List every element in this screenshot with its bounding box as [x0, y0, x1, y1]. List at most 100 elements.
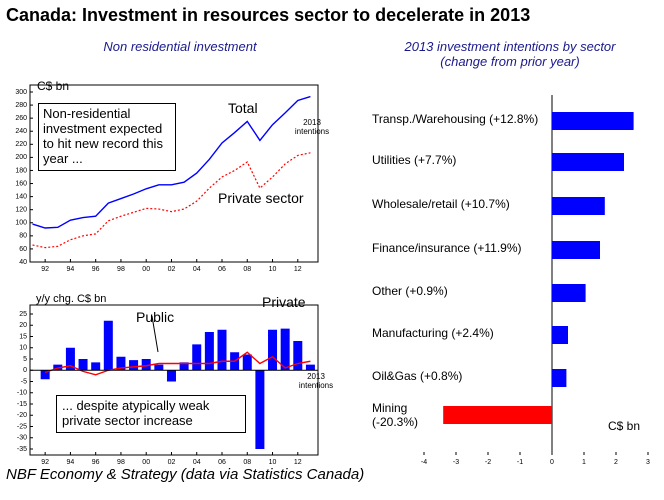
x-tick-label: 08: [243, 459, 251, 466]
x-tick-label: 02: [168, 459, 176, 466]
category-label: Finance/insurance (+11.9%): [372, 241, 522, 255]
subtitle: 2013 investment intentions by sector (ch…: [404, 39, 616, 69]
bar: [255, 370, 265, 449]
x-tick-label: 10: [269, 459, 277, 466]
bar: [91, 362, 101, 371]
page-title: Canada: Investment in resources sector t…: [6, 5, 530, 25]
y-tick-label: -5: [21, 378, 27, 385]
annotation: 2013 intentions: [294, 118, 330, 137]
bar: [141, 359, 151, 371]
y-tick-label: 300: [15, 89, 27, 96]
category-label: Manufacturing (+2.4%): [372, 326, 494, 340]
x-tick-label: 06: [218, 266, 226, 273]
y-tick-label: -20: [17, 412, 27, 419]
y-tick-label: 240: [15, 128, 27, 135]
y-axis-label: y/y chg. C$ bn: [36, 293, 107, 305]
x-tick-label: 00: [142, 266, 150, 273]
y-tick-label: 180: [15, 167, 27, 174]
x-tick-label: 92: [41, 459, 49, 466]
x-tick-label: 98: [117, 266, 125, 273]
bar: [192, 344, 202, 371]
series-label: Private: [262, 294, 306, 310]
x-tick-label: 12: [294, 266, 302, 273]
x-tick-label: 96: [92, 459, 100, 466]
y-tick-label: 200: [15, 154, 27, 161]
y-tick-label: 80: [19, 233, 27, 240]
bar: [65, 347, 75, 371]
y-tick-label: 140: [15, 193, 27, 200]
x-tick-label: 94: [67, 266, 75, 273]
y-tick-label: 20: [19, 322, 27, 329]
y-tick-label: 0: [23, 367, 27, 374]
category-label: Mining (-20.3%): [372, 401, 419, 429]
y-tick-label: 280: [15, 102, 27, 109]
y-axis-label: C$ bn: [37, 79, 70, 93]
y-tick-label: 100: [15, 220, 27, 227]
top-frame: [29, 84, 319, 263]
bar: [116, 356, 126, 371]
y-tick-label: 260: [15, 115, 27, 122]
x-tick-label: 1: [582, 459, 586, 466]
subtitle: Non residential investment: [103, 39, 257, 54]
bar: [166, 370, 176, 382]
x-tick-label: -2: [485, 459, 491, 466]
y-tick-label: 160: [15, 180, 27, 187]
x-tick-label: 04: [193, 266, 201, 273]
public-arrow: [151, 315, 159, 353]
bar: [40, 370, 50, 380]
bar: [280, 328, 290, 371]
x-tick-label: -1: [517, 459, 523, 466]
y-tick-label: 60: [19, 246, 27, 253]
x-tick-label: 10: [269, 266, 277, 273]
x-tick-label: 92: [41, 266, 49, 273]
x-tick-label: 08: [243, 266, 251, 273]
category-label: Oil&Gas (+0.8%): [372, 369, 463, 383]
bar: [242, 354, 252, 371]
series-label: Total: [228, 100, 258, 116]
bar: [129, 360, 139, 371]
bar: [293, 341, 303, 371]
category-label: Other (+0.9%): [372, 284, 448, 298]
x-tick-label: 98: [117, 459, 125, 466]
y-tick-label: 220: [15, 141, 27, 148]
x-tick-label: 2: [614, 459, 618, 466]
series-label: Public: [136, 309, 175, 325]
bar: [552, 112, 634, 130]
series-label: Private sector: [218, 190, 304, 206]
source: NBF Economy & Strategy (data via Statist…: [6, 466, 365, 483]
x-tick-label: 94: [67, 459, 75, 466]
x-tick-label: -3: [453, 459, 459, 466]
bar: [268, 329, 278, 371]
bar: [154, 364, 164, 371]
bar: [78, 359, 88, 371]
annotation: 2013 intentions: [298, 372, 334, 391]
y-tick-label: 15: [19, 333, 27, 340]
y-tick-label: -30: [17, 435, 27, 442]
bar: [552, 326, 568, 344]
bar: [552, 241, 600, 259]
y-tick-label: -10: [17, 390, 27, 397]
series-line: [32, 95, 311, 229]
y-tick-label: -35: [17, 446, 27, 453]
y-tick-label: 120: [15, 207, 27, 214]
bar: [552, 197, 605, 215]
y-tick-label: 40: [19, 259, 27, 266]
y-tick-label: -15: [17, 401, 27, 408]
x-axis-label: C$ bn: [608, 419, 641, 433]
bar: [103, 320, 113, 371]
annotation-box: ... despite atypically weak private sect…: [56, 395, 246, 433]
bar: [204, 332, 214, 371]
y-tick-label: 25: [19, 311, 27, 318]
x-tick-label: 06: [218, 459, 226, 466]
bar: [552, 153, 624, 171]
bar: [552, 369, 567, 387]
x-tick-label: 3: [646, 459, 650, 466]
category-label: Utilities (+7.7%): [372, 153, 457, 167]
bar: [552, 284, 586, 302]
series-line: [44, 351, 311, 376]
bar: [217, 329, 227, 371]
bar: [305, 364, 315, 371]
category-label: Transp./Warehousing (+12.8%): [372, 112, 539, 126]
bar: [443, 406, 552, 424]
